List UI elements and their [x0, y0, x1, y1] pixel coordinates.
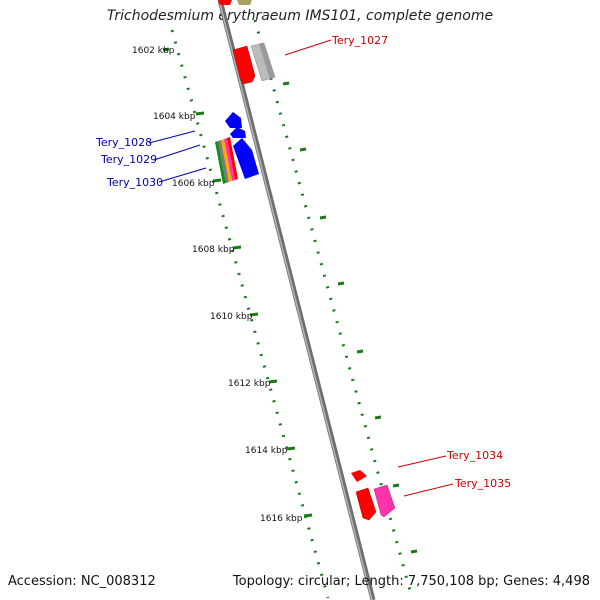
- gene-blue-small-1[interactable]: [225, 112, 242, 128]
- tick-label: 1606 kbp: [172, 179, 215, 189]
- leader-tery-1027: [284, 39, 332, 56]
- leader-tery-1030: [158, 167, 207, 183]
- accession-text: Accession: NC_008312: [8, 574, 156, 589]
- label-tery-1028[interactable]: Tery_1028: [95, 136, 152, 149]
- label-tery-1027[interactable]: Tery_1027: [331, 34, 388, 47]
- gene-red-large[interactable]: [355, 487, 377, 521]
- gene-top-olive[interactable]: [237, 0, 252, 5]
- tick-label: 1614 kbp: [245, 446, 288, 456]
- tick-label: 1608 kbp: [192, 245, 235, 255]
- gene-stripe-4[interactable]: [224, 138, 235, 181]
- gene-stripe-5[interactable]: [227, 137, 238, 180]
- gene-red-arrow[interactable]: [232, 45, 256, 85]
- gene-stripe-3[interactable]: [221, 139, 232, 182]
- label-tery-1034[interactable]: Tery_1034: [446, 449, 503, 462]
- tick-label: 1604 kbp: [153, 112, 196, 122]
- tick-label: 1602 kbp: [132, 46, 175, 56]
- gene-stripe-2[interactable]: [218, 140, 229, 183]
- gene-tery-1035[interactable]: [373, 484, 396, 518]
- major-ticks: [162, 47, 313, 518]
- gene-stripe-1[interactable]: [215, 141, 226, 184]
- gene-top-red[interactable]: [218, 0, 232, 5]
- tick-label: 1612 kbp: [228, 379, 271, 389]
- genome-backbone-highlight: [218, 0, 373, 600]
- tick-label: 1616 kbp: [260, 514, 303, 524]
- gene-blue-small-2[interactable]: [230, 127, 246, 138]
- leader-tery-1034: [397, 455, 447, 468]
- outer-major-ticks: [282, 81, 418, 554]
- leader-tery-1028: [148, 130, 196, 144]
- leader-tery-1029: [153, 144, 201, 161]
- label-tery-1029[interactable]: Tery_1029: [100, 153, 157, 166]
- genome-summary-text: Topology: circular; Length: 7,750,108 bp…: [232, 574, 590, 589]
- genome-backbone: [217, 0, 376, 600]
- map-title: Trichodesmium erythraeum IMS101, complet…: [106, 8, 494, 24]
- gene-tery-1034[interactable]: [351, 470, 367, 482]
- gene-blue-large[interactable]: [233, 138, 259, 179]
- label-tery-1030[interactable]: Tery_1030: [106, 176, 163, 189]
- leader-tery-1035: [403, 483, 454, 497]
- tick-label: 1610 kbp: [210, 312, 253, 322]
- gene-tery-1027-shade: [259, 43, 275, 79]
- label-tery-1035[interactable]: Tery_1035: [454, 477, 511, 490]
